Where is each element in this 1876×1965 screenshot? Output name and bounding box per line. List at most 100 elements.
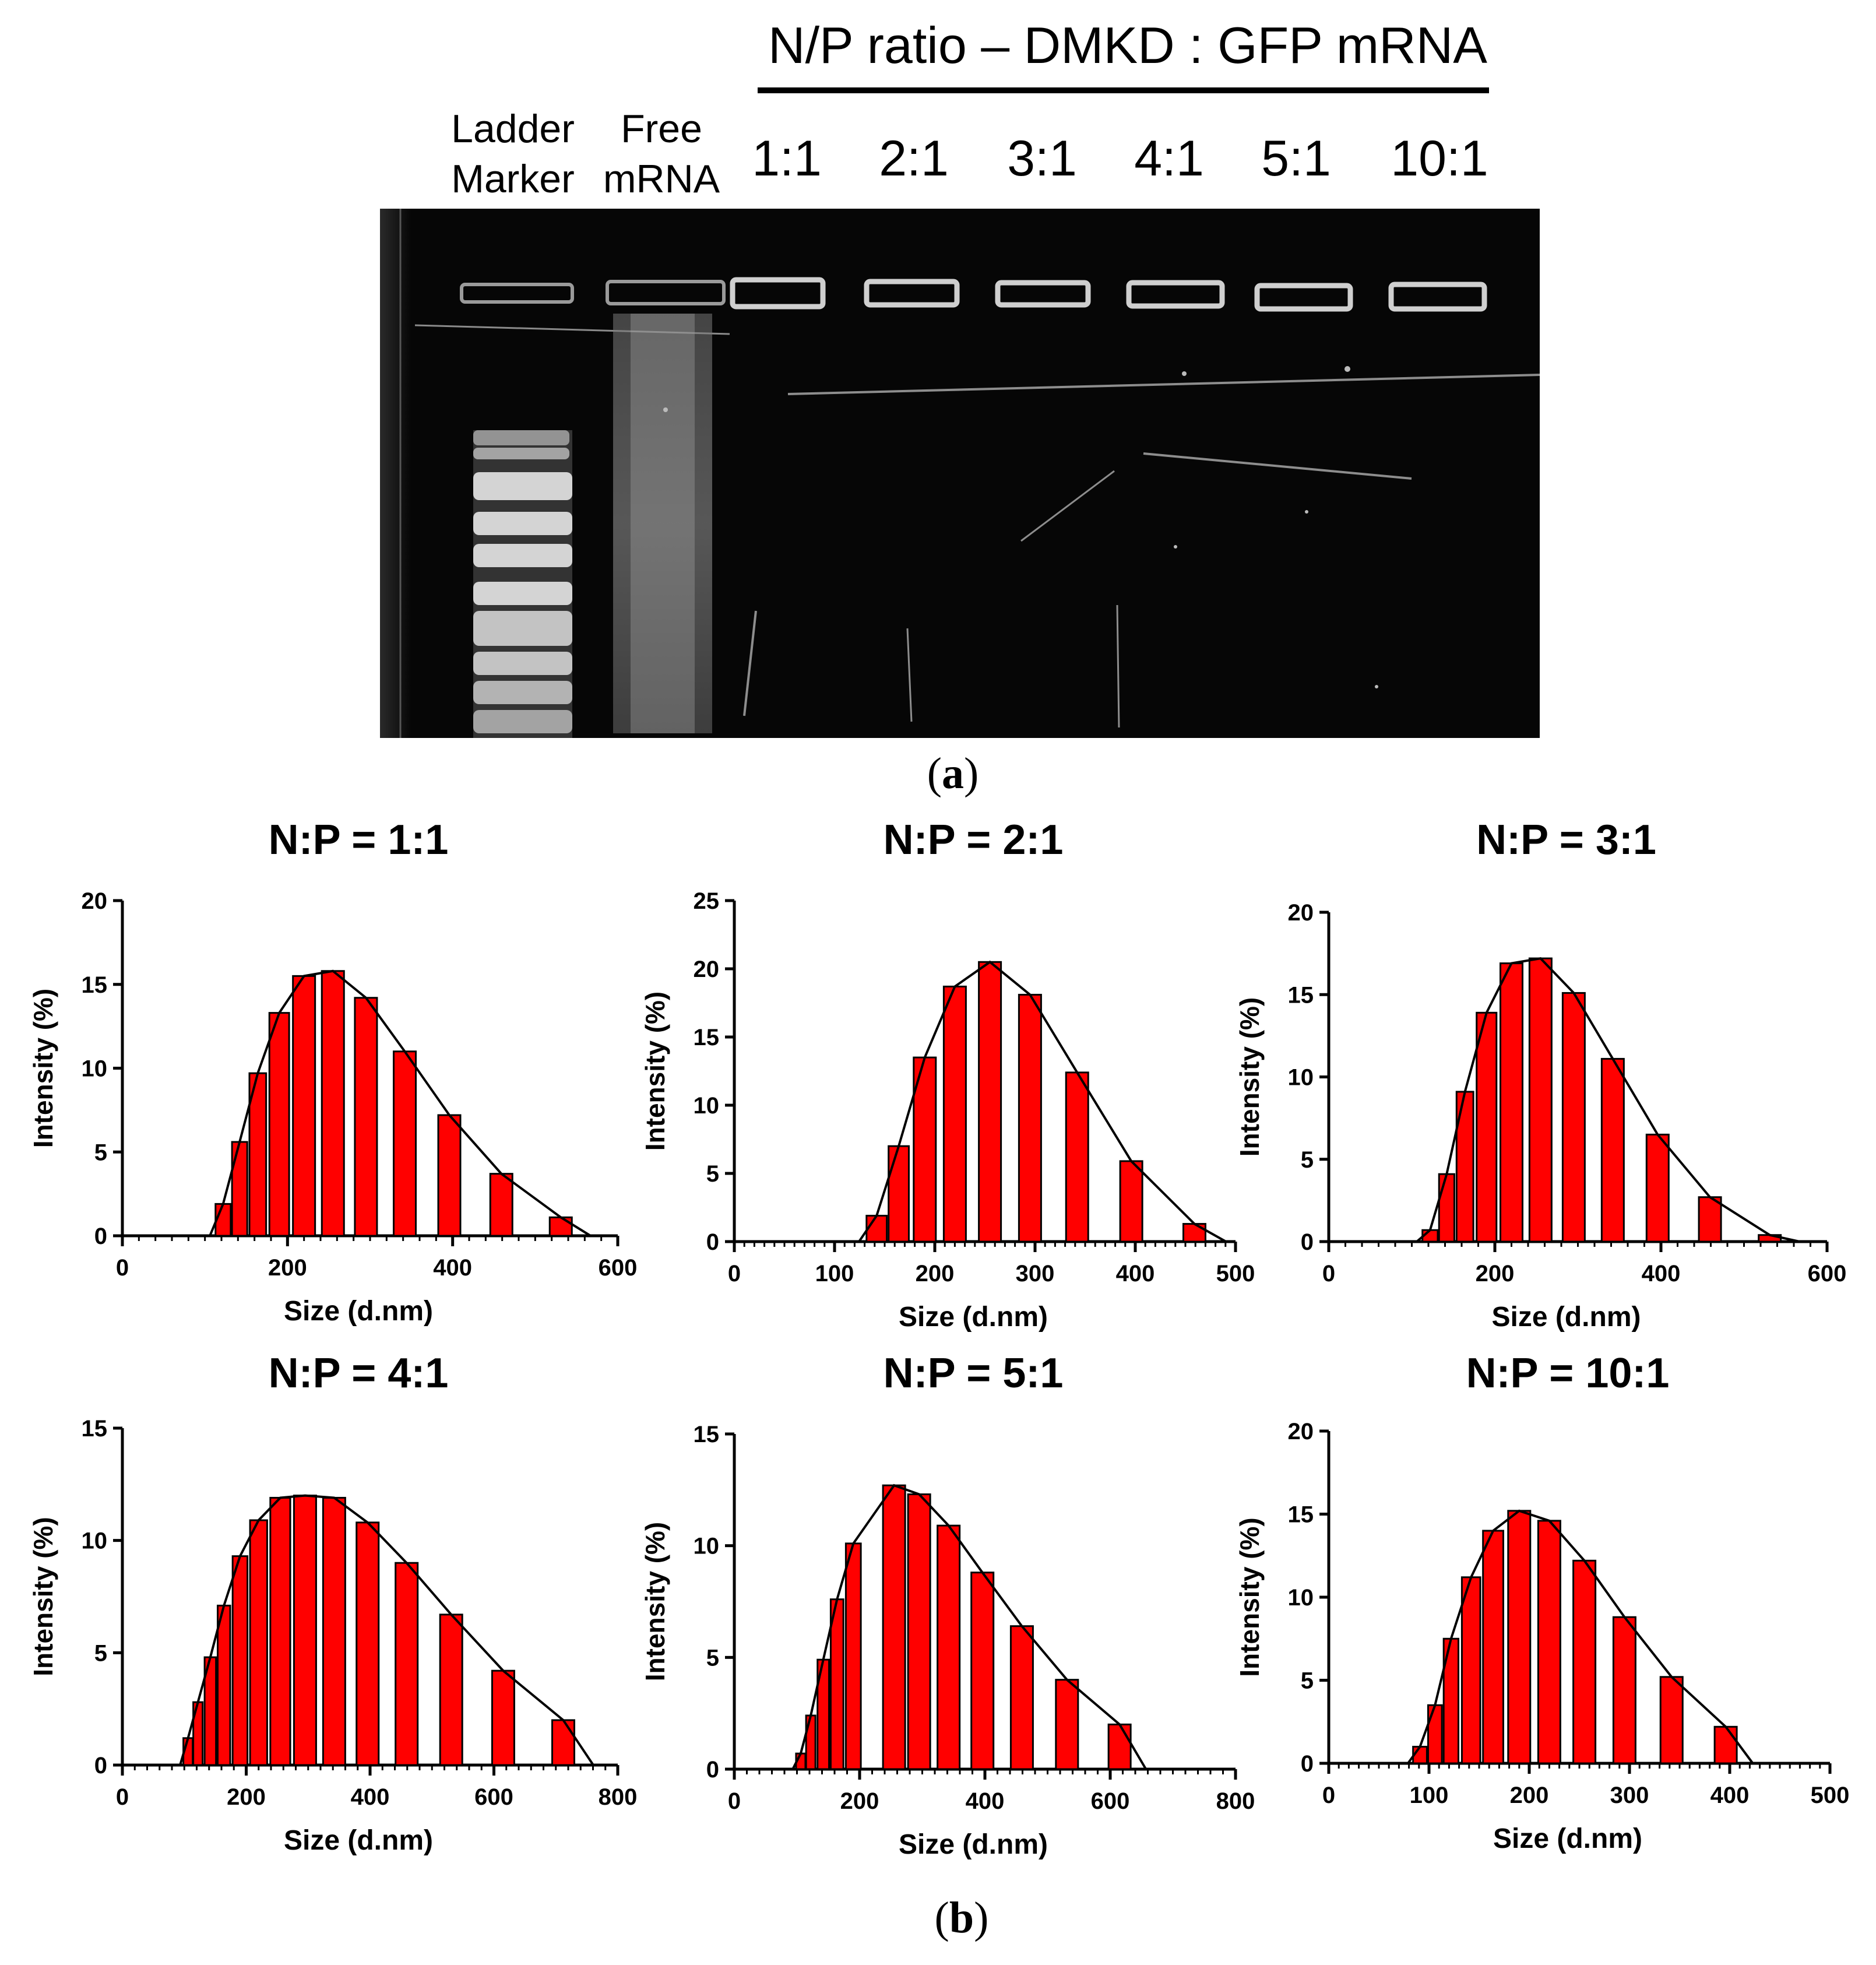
chart-title: N:P = 5:1 [884, 1350, 1064, 1397]
histogram-bar [1065, 1071, 1089, 1243]
free-mrna-core [631, 314, 695, 733]
histogram-bar [292, 975, 316, 1237]
x-tick-label: 300 [1016, 1261, 1055, 1286]
histogram-bar [216, 1604, 231, 1766]
well-3-1 [995, 280, 1091, 308]
gel-title: N/P ratio – DMKD : GFP mRNA [768, 16, 1487, 74]
x-tick-label: 0 [116, 1255, 129, 1281]
x-tick-label: 600 [1091, 1788, 1130, 1814]
lane-label-ladder: Ladder Marker [431, 104, 594, 204]
y-tick-label: 5 [706, 1161, 719, 1187]
x-tick-label: 600 [474, 1784, 513, 1810]
histogram-bar [1055, 1679, 1079, 1770]
well-4-1 [1126, 280, 1225, 309]
y-tick-label: 10 [82, 1528, 108, 1554]
x-tick-label: 800 [1216, 1788, 1255, 1814]
y-tick-label: 0 [706, 1757, 719, 1783]
x-tick-label: 0 [1322, 1261, 1335, 1286]
fit-curve [1416, 957, 1800, 1243]
histogram-bar [231, 1141, 248, 1237]
x-tick-label: 0 [116, 1784, 129, 1810]
x-tick-label: 100 [1410, 1783, 1449, 1808]
free-mrna-smear [613, 314, 712, 733]
well-free [606, 280, 726, 305]
gel-image [380, 209, 1540, 738]
histogram-bar [1659, 1676, 1684, 1764]
gel-wells [730, 277, 1487, 312]
chart-np-3-1: N:P = 3:1 0 5 10 15 20 Intensity (%) 0 200 400 600… [1234, 817, 1847, 1333]
fit-curve [791, 1484, 1147, 1770]
fit-curve [1407, 1509, 1754, 1764]
chart-title: N:P = 1:1 [269, 817, 449, 863]
y-axis-label: Intensity (%) [1234, 1517, 1265, 1676]
y-tick-label: 0 [1301, 1751, 1314, 1777]
histogram-bar [491, 1669, 515, 1766]
chart-title: N:P = 3:1 [1476, 817, 1656, 863]
x-axis-label: Size (d.nm) [284, 1296, 433, 1327]
histogram-bar [322, 1496, 346, 1766]
well-2-1 [864, 279, 960, 308]
caption-a-close: ) [964, 749, 979, 798]
histogram-bar [1482, 1530, 1504, 1764]
x-axis-label: Size (d.nm) [1493, 1823, 1642, 1854]
x-tick-label: 200 [840, 1788, 879, 1814]
x-tick-label: 0 [728, 1788, 741, 1814]
histogram-bar [1537, 1520, 1561, 1764]
ladder-smear [473, 430, 572, 738]
lane-label-free-mrna: Free mRNA [589, 104, 734, 204]
x-axis-label: Size (d.nm) [899, 1302, 1048, 1333]
histogram-bar [1182, 1223, 1206, 1243]
histogram-bar [1107, 1723, 1132, 1770]
histogram-bar [829, 1598, 844, 1770]
chart-np-1-1: N:P = 1:1 0 5 10 15 20 Intensity (%) 0 200 400 600… [28, 817, 637, 1327]
caption-b-letter: b [949, 1893, 974, 1942]
caption-b: (b) [903, 1892, 1020, 1944]
histogram-bar [489, 1173, 513, 1237]
x-tick-label: 0 [728, 1261, 741, 1286]
y-tick-label: 5 [94, 1140, 107, 1165]
y-tick-label: 5 [1301, 1147, 1314, 1173]
chart-np-2-1: N:P = 2:1 0 5 10 15 20 25 Intensity (%) 0 100 200 3… [640, 817, 1255, 1333]
x-tick-label: 0 [1322, 1783, 1335, 1808]
histogram-bar [942, 985, 967, 1243]
well-5-1 [1254, 283, 1353, 312]
x-tick-label: 600 [1808, 1261, 1847, 1286]
gel-top-wells [460, 280, 726, 305]
y-tick-label: 0 [706, 1229, 719, 1255]
x-tick-label: 400 [433, 1255, 472, 1281]
histogram-bar [888, 1145, 910, 1243]
histogram-bar [231, 1555, 249, 1766]
histogram-bar [1561, 992, 1586, 1243]
y-tick-label: 5 [94, 1640, 107, 1666]
histogram-bar [1507, 1510, 1532, 1764]
histogram-bar [356, 1521, 380, 1766]
gel-title-underline [758, 87, 1489, 93]
y-axis-label: Intensity (%) [28, 989, 58, 1148]
histogram-bar [1713, 1725, 1738, 1764]
y-axis-label: Intensity (%) [640, 1522, 670, 1681]
y-tick-label: 25 [694, 888, 720, 914]
histogram-bar [1600, 1057, 1625, 1243]
x-tick-label: 200 [1476, 1261, 1515, 1286]
y-tick-label: 10 [82, 1056, 108, 1082]
histogram-bar [268, 1012, 290, 1237]
caption-a-letter: a [942, 749, 964, 798]
y-tick-label: 0 [94, 1224, 107, 1249]
histogram-bar [1500, 962, 1523, 1243]
y-tick-label: 20 [1288, 1419, 1314, 1444]
x-axis-label: Size (d.nm) [284, 1825, 433, 1856]
x-tick-label: 300 [1610, 1783, 1649, 1808]
histogram-bar [1698, 1196, 1722, 1243]
y-tick-label: 5 [706, 1645, 719, 1671]
y-tick-label: 0 [1301, 1229, 1314, 1255]
histogram-bar [439, 1614, 463, 1766]
histogram-bar [1460, 1576, 1481, 1764]
well-1-1 [730, 277, 826, 310]
ratio-label-10-1: 10:1 [1391, 131, 1488, 187]
x-tick-label: 800 [599, 1784, 638, 1810]
y-tick-label: 15 [694, 1422, 720, 1447]
x-tick-label: 200 [268, 1255, 307, 1281]
chart-title: N:P = 10:1 [1466, 1350, 1670, 1397]
x-tick-label: 500 [1811, 1783, 1850, 1808]
x-tick-label: 200 [916, 1261, 955, 1286]
